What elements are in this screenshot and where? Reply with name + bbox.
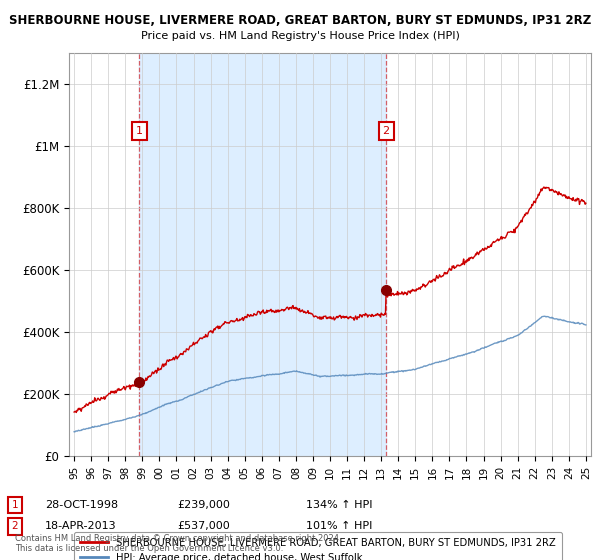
Text: 2: 2 [383, 126, 389, 136]
Text: Price paid vs. HM Land Registry's House Price Index (HPI): Price paid vs. HM Land Registry's House … [140, 31, 460, 41]
Bar [139, 53, 386, 456]
Text: 28-OCT-1998: 28-OCT-1998 [45, 500, 118, 510]
Text: 18-APR-2013: 18-APR-2013 [45, 521, 116, 531]
Text: 2: 2 [11, 521, 19, 531]
Text: Contains HM Land Registry data © Crown copyright and database right 2024.
This d: Contains HM Land Registry data © Crown c… [15, 534, 341, 553]
Text: 134% ↑ HPI: 134% ↑ HPI [306, 500, 373, 510]
Text: £537,000: £537,000 [177, 521, 230, 531]
Text: 1: 1 [136, 126, 143, 136]
Text: SHERBOURNE HOUSE, LIVERMERE ROAD, GREAT BARTON, BURY ST EDMUNDS, IP31 2RZ: SHERBOURNE HOUSE, LIVERMERE ROAD, GREAT … [9, 14, 591, 27]
Text: 101% ↑ HPI: 101% ↑ HPI [306, 521, 373, 531]
Text: £239,000: £239,000 [177, 500, 230, 510]
Legend: SHERBOURNE HOUSE, LIVERMERE ROAD, GREAT BARTON, BURY ST EDMUNDS, IP31 2RZ, HPI: : SHERBOURNE HOUSE, LIVERMERE ROAD, GREAT … [74, 532, 562, 560]
Text: 1: 1 [11, 500, 19, 510]
